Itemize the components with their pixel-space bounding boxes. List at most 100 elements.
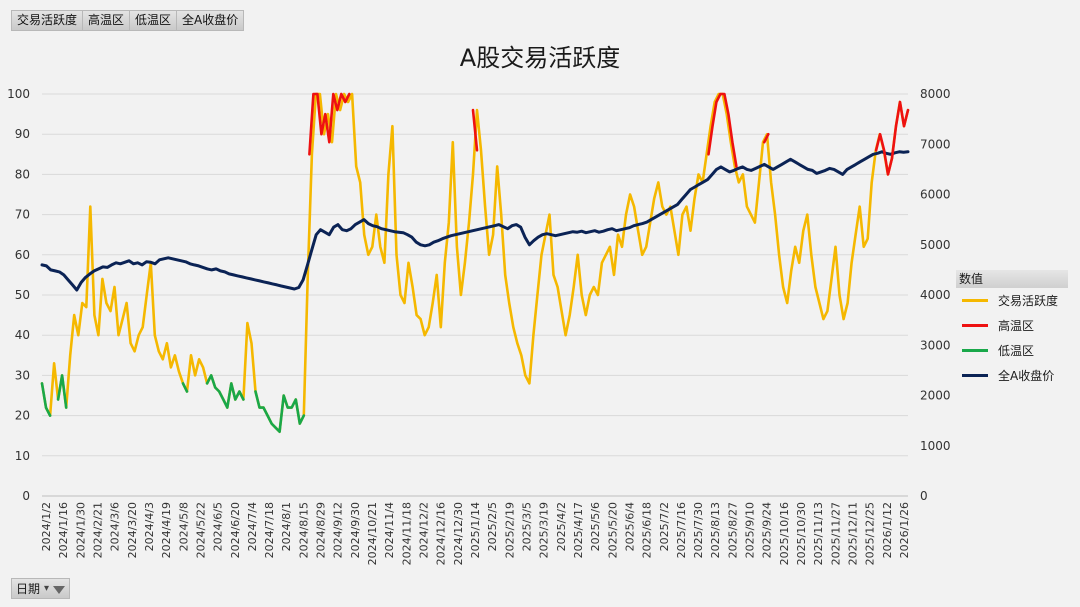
field-button-high-zone[interactable]: 高温区 bbox=[83, 11, 131, 30]
x-tick-label: 2025/6/4 bbox=[623, 502, 636, 551]
x-tick-label: 2025/1/14 bbox=[469, 502, 482, 558]
x-tick-label: 2024/12/30 bbox=[452, 502, 465, 565]
x-tick-label: 2025/4/2 bbox=[555, 502, 568, 551]
pivot-field-buttons: 交易活跃度 高温区 低温区 全A收盘价 bbox=[11, 10, 245, 31]
x-tick-label: 2025/9/24 bbox=[761, 502, 774, 558]
x-tick-label: 2025/11/27 bbox=[829, 502, 842, 565]
legend-label-activity: 交易活跃度 bbox=[998, 294, 1059, 308]
series-line-0 bbox=[40, 92, 910, 433]
x-tick-label: 2024/4/3 bbox=[143, 502, 156, 551]
legend-item-low-zone: 低温区 bbox=[962, 342, 1034, 359]
x-tick-label: 2025/7/16 bbox=[675, 502, 688, 558]
chart-title: A股交易活跃度 bbox=[460, 44, 620, 72]
left-tick-label: 50 bbox=[15, 288, 30, 302]
x-tick-label: 2025/8/13 bbox=[709, 502, 722, 558]
series-lines bbox=[40, 92, 910, 433]
x-tick-label: 2025/5/20 bbox=[606, 502, 619, 558]
x-tick-label: 2024/11/18 bbox=[400, 502, 413, 565]
right-tick-label: 3000 bbox=[920, 338, 951, 352]
x-tick-label: 2026/1/26 bbox=[898, 502, 911, 558]
x-tick-label: 2025/12/25 bbox=[864, 502, 877, 565]
right-tick-label: 6000 bbox=[920, 188, 951, 202]
x-tick-label: 2024/4/19 bbox=[160, 502, 173, 558]
filter-icon bbox=[53, 585, 66, 594]
legend-swatch-close-price bbox=[962, 374, 988, 377]
x-tick-label: 2024/3/20 bbox=[126, 502, 139, 558]
series-line-2 bbox=[40, 374, 306, 433]
legend-title: 数值 bbox=[956, 270, 1068, 288]
left-tick-label: 100 bbox=[7, 87, 30, 101]
x-tick-label: 2024/5/22 bbox=[194, 502, 207, 558]
x-tick-label: 2025/4/17 bbox=[572, 502, 585, 558]
x-tick-label: 2024/6/20 bbox=[229, 502, 242, 558]
left-tick-label: 80 bbox=[15, 167, 30, 181]
left-tick-label: 0 bbox=[22, 489, 30, 503]
left-tick-label: 70 bbox=[15, 208, 30, 222]
left-axis-ticks: 0 10 20 30 40 50 60 70 80 90 100 bbox=[7, 87, 30, 503]
left-tick-label: 90 bbox=[15, 127, 30, 141]
x-tick-label: 2025/7/30 bbox=[692, 502, 705, 558]
x-tick-label: 2025/7/2 bbox=[658, 502, 671, 551]
x-tick-label: 2025/12/11 bbox=[847, 502, 860, 565]
series-line-1 bbox=[308, 92, 910, 176]
x-tick-label: 2025/10/16 bbox=[778, 502, 791, 565]
x-tick-label: 2024/12/16 bbox=[435, 502, 448, 565]
x-tick-label: 2024/10/21 bbox=[366, 502, 379, 565]
x-tick-label: 2024/5/8 bbox=[177, 502, 190, 551]
legend-swatch-low-zone bbox=[962, 349, 988, 352]
right-tick-label: 1000 bbox=[920, 439, 951, 453]
x-tick-label: 2024/1/30 bbox=[74, 502, 87, 558]
date-filter-button[interactable]: 日期 ▾ bbox=[11, 578, 71, 599]
x-tick-label: 2024/2/21 bbox=[91, 502, 104, 558]
dropdown-dot-icon: ▾ bbox=[44, 583, 50, 594]
right-tick-label: 7000 bbox=[920, 137, 951, 151]
x-tick-label: 2024/12/2 bbox=[418, 502, 431, 558]
left-tick-label: 60 bbox=[15, 248, 30, 262]
x-tick-label: 2024/1/16 bbox=[57, 502, 70, 558]
legend-label-close-price: 全A收盘价 bbox=[998, 369, 1055, 383]
x-tick-label: 2024/8/29 bbox=[315, 502, 328, 558]
x-tick-label: 2025/9/10 bbox=[744, 502, 757, 558]
x-tick-label: 2024/7/18 bbox=[263, 502, 276, 558]
legend-item-high-zone: 高温区 bbox=[962, 317, 1034, 334]
x-tick-label: 2025/11/13 bbox=[812, 502, 825, 565]
right-tick-label: 4000 bbox=[920, 288, 951, 302]
x-tick-label: 2026/1/12 bbox=[881, 502, 894, 558]
legend-swatch-activity bbox=[962, 299, 988, 302]
x-tick-label: 2024/8/1 bbox=[280, 502, 293, 551]
left-tick-label: 20 bbox=[15, 409, 30, 423]
x-tick-label: 2024/9/12 bbox=[332, 502, 345, 558]
right-tick-label: 0 bbox=[920, 489, 928, 503]
x-tick-label: 2024/1/2 bbox=[40, 502, 53, 551]
series-line-3 bbox=[40, 150, 910, 292]
x-tick-label: 2024/6/5 bbox=[212, 502, 225, 551]
right-tick-label: 5000 bbox=[920, 238, 951, 252]
field-button-close-price[interactable]: 全A收盘价 bbox=[182, 13, 239, 27]
right-axis-ticks: 0 1000 2000 3000 4000 5000 6000 7000 8000 bbox=[920, 87, 951, 503]
x-tick-label: 2025/5/6 bbox=[589, 502, 602, 551]
x-tick-label: 2025/6/18 bbox=[641, 502, 654, 558]
x-axis-ticks: 2024/1/2 2024/1/16 2024/1/30 2024/2/21 2024/… bbox=[40, 502, 911, 565]
x-tick-label: 2025/10/30 bbox=[795, 502, 808, 565]
field-button-activity[interactable]: 交易活跃度 bbox=[12, 11, 84, 30]
x-tick-label: 2024/9/30 bbox=[349, 502, 362, 558]
x-tick-label: 2025/2/19 bbox=[503, 502, 516, 558]
legend-swatch-high-zone bbox=[962, 324, 988, 327]
legend-label-high-zone: 高温区 bbox=[998, 319, 1035, 333]
x-tick-label: 2024/8/15 bbox=[297, 502, 310, 558]
x-tick-label: 2024/7/4 bbox=[246, 502, 259, 551]
right-tick-label: 8000 bbox=[920, 87, 951, 101]
x-tick-label: 2025/2/5 bbox=[486, 502, 499, 551]
x-tick-label: 2024/3/6 bbox=[109, 502, 122, 551]
left-tick-label: 10 bbox=[15, 449, 30, 463]
left-tick-label: 30 bbox=[15, 368, 30, 382]
legend-item-activity: 交易活跃度 bbox=[962, 292, 1058, 309]
legend-label-low-zone: 低温区 bbox=[998, 344, 1035, 358]
x-tick-label: 2025/8/27 bbox=[726, 502, 739, 558]
right-tick-label: 2000 bbox=[920, 389, 951, 403]
left-tick-label: 40 bbox=[15, 328, 30, 342]
date-filter-label: 日期 bbox=[16, 582, 41, 596]
field-button-low-zone[interactable]: 低温区 bbox=[130, 11, 178, 30]
legend-item-close-price: 全A收盘价 bbox=[962, 367, 1054, 384]
